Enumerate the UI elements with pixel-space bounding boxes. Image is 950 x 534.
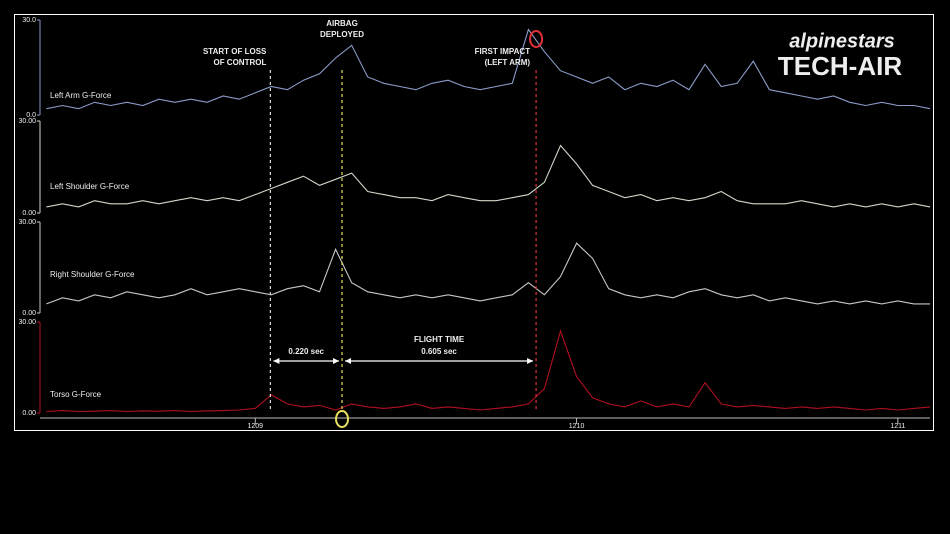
series-label: Torso G-Force <box>50 390 102 399</box>
logo-product: TECH-AIR <box>778 51 902 81</box>
event-label: (LEFT ARM) <box>485 58 531 67</box>
x-tick-label: 1210 <box>569 423 585 430</box>
y-tick-label: 30.00 <box>18 118 36 125</box>
event-label: FIRST IMPACT <box>475 47 531 56</box>
series-line <box>46 242 930 305</box>
series-label: Right Shoulder G-Force <box>50 270 135 279</box>
series-line <box>46 28 931 110</box>
y-tick-label: 30.0 <box>22 17 36 24</box>
event-circle <box>335 410 350 428</box>
frame <box>14 14 934 431</box>
arrow-head <box>273 358 280 364</box>
series-label: Left Arm G-Force <box>50 91 112 100</box>
event-label: START OF LOSS <box>203 47 267 56</box>
interval-label: 0.605 sec <box>421 347 457 356</box>
y-tick-label: 0.0 <box>26 112 36 119</box>
event-label: AIRBAG <box>326 19 358 28</box>
x-tick-label: 1211 <box>890 423 905 430</box>
y-tick-label: 0.00 <box>22 410 36 417</box>
event-label: DEPLOYED <box>320 30 364 39</box>
arrow-head <box>527 358 534 364</box>
interval-label: FLIGHT TIME <box>414 335 465 344</box>
x-tick-label: 1209 <box>247 423 263 430</box>
y-tick-label: 0.00 <box>22 310 36 317</box>
y-tick-label: 30.00 <box>18 319 36 326</box>
y-tick-label: 0.00 <box>22 210 36 217</box>
arrow-head <box>333 358 340 364</box>
event-label: OF CONTROL <box>213 58 266 67</box>
series-label: Left Shoulder G-Force <box>50 182 130 191</box>
series-line <box>46 144 931 208</box>
y-tick-label: 30.00 <box>18 219 36 226</box>
arrow-head <box>345 358 352 364</box>
interval-label: 0.220 sec <box>288 347 324 356</box>
event-circle <box>529 30 544 48</box>
logo-brand: alpinestars <box>789 30 895 52</box>
series-line <box>46 329 931 413</box>
